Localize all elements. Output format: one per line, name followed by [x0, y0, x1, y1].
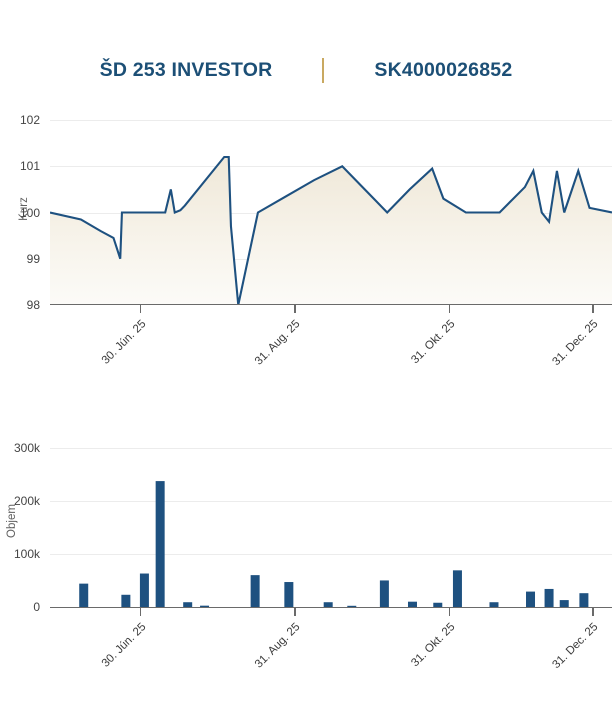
volume-x-tick-label: 30. Jún. 25 [99, 621, 149, 670]
volume-bar [183, 602, 193, 607]
price-gridline [50, 166, 612, 168]
price-x-axis [50, 304, 612, 306]
volume-bar [284, 582, 294, 607]
volume-y-tick-300k: 300k [13, 440, 40, 455]
price-y-tick-98: 98 [26, 298, 40, 312]
volume-bar [323, 602, 333, 607]
price-x-tick-label: 30. Jún. 25 [99, 318, 149, 367]
header-separator [322, 57, 325, 83]
volume-x-tick-mark [139, 608, 142, 616]
price-x-tick-mark [294, 305, 296, 313]
chart-header: ŠD 253 INVESTOR SK4000026852 [0, 52, 612, 88]
instrument-isin: SK4000026852 [374, 58, 513, 81]
volume-bar [139, 573, 149, 607]
volume-x-tick-label: 31. Okt. 25 [409, 621, 458, 670]
price-x-tick-label: 31. Okt. 25 [409, 318, 458, 367]
volume-bar [347, 605, 357, 607]
volume-bar [544, 588, 554, 607]
volume-y-tick-200k: 200k [13, 493, 40, 508]
volume-x-axis [50, 607, 612, 609]
price-gridline [50, 120, 612, 121]
price-y-tick-99: 99 [26, 251, 40, 266]
price-x-tick-mark [139, 305, 142, 313]
price-y-tick-102: 102 [19, 113, 40, 127]
volume-x-tick-mark [294, 608, 296, 616]
price-x-tick-mark [592, 305, 594, 313]
volume-y-tick-0: 0 [33, 600, 40, 614]
price-x-tick-label: 31. Dec. 25 [550, 318, 601, 369]
volume-gridline [50, 447, 612, 449]
volume-bar [526, 591, 536, 607]
volume-bar [452, 570, 462, 607]
price-x-tick-mark [449, 305, 451, 313]
instrument-name: ŠD 253 INVESTOR [99, 58, 273, 81]
volume-bar [433, 602, 443, 607]
volume-y-tick-100k: 100k [13, 546, 40, 561]
price-plot-area [50, 155, 612, 305]
volume-bar [121, 594, 131, 607]
volume-bar [559, 600, 569, 607]
volume-x-tick-mark [449, 608, 451, 616]
volume-x-tick-label: 31. Dec. 25 [550, 621, 601, 672]
volume-bar [379, 580, 389, 607]
volume-bar [155, 481, 165, 607]
price-y-tick-100: 100 [19, 205, 40, 220]
volume-bar [579, 593, 589, 607]
price-y-tick-101: 101 [19, 159, 40, 174]
price-x-tick-label: 31. Aug. 25 [253, 318, 303, 368]
volume-plot-area [79, 481, 589, 607]
volume-bar [79, 583, 89, 607]
price-chart: Kurz 98 99 100 101 102 30. Jún. 25 31. Aug. 2… [0, 108, 612, 368]
volume-x-tick-mark [592, 608, 594, 616]
volume-bar [200, 605, 210, 607]
volume-x-tick-label: 31. Aug. 25 [253, 621, 303, 671]
volume-gridline [50, 553, 612, 555]
volume-bar [407, 601, 417, 607]
volume-bar [489, 602, 499, 607]
volume-chart: Objem 0 100k 200k 300k 30. Jún. 25 31. Aug. … [0, 420, 612, 705]
volume-bar [250, 575, 260, 607]
volume-gridline [50, 500, 612, 502]
